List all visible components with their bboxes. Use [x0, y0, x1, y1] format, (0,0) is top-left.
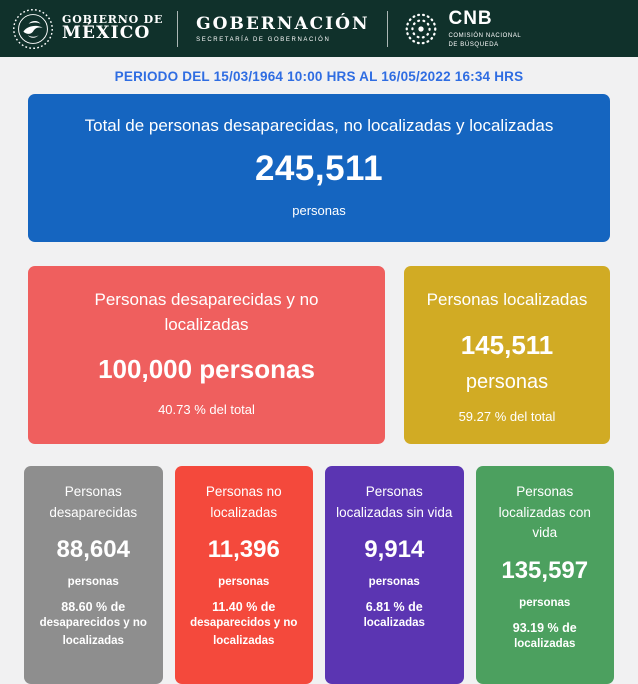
gobierno-brand-text: GOBIERNO DE MÉXICO: [62, 14, 163, 43]
disappeared-card-unit: personas: [67, 576, 119, 589]
located-dead-card: Personas localizadas sin vida 9,914 pers…: [325, 465, 464, 684]
located-card-unit: personas: [465, 370, 549, 393]
missing-card-value: 100,000 personas: [98, 354, 315, 385]
cnb-sublabel: COMISIÓN NACIONAL DE BÚSQUEDA: [448, 32, 521, 49]
not-located-card-value: 11,396: [207, 536, 280, 564]
not-located-card-title: Personas no localizadas: [205, 483, 282, 520]
disappeared-card-percent-of: desaparecidos y no localizadas: [39, 617, 147, 647]
missing-card-percent: 40.73 % del total: [158, 402, 255, 418]
located-alive-card-unit: personas: [519, 597, 571, 610]
total-card: Total de personas desaparecidas, no loca…: [28, 94, 610, 242]
total-card-title: Total de personas desaparecidas, no loca…: [84, 116, 554, 135]
cnb-text: CNB COMISIÓN NACIONAL DE BÚSQUEDA: [448, 8, 521, 49]
located-card: Personas localizadas 145,511 personas 59…: [404, 266, 610, 444]
located-dead-card-percent: 6.81 % de: [365, 600, 423, 615]
gobernacion-link[interactable]: GOBERNACIÓN SECRETARÍA DE GOBERNACIÓN: [192, 14, 373, 43]
mid-cards-row: Personas desaparecidas y no localizadas …: [28, 266, 610, 444]
dashboard-content: Total de personas desaparecidas, no loca…: [0, 94, 638, 684]
located-dead-card-percent-of: localizadas: [363, 617, 425, 630]
brand-line2: MÉXICO: [62, 23, 151, 44]
total-card-value: 245,511: [254, 149, 384, 188]
total-card-unit: personas: [292, 203, 346, 218]
located-card-percent: 59.27 % del total: [458, 408, 556, 424]
located-dead-card-unit: personas: [368, 576, 420, 589]
gobierno-de-mexico-logo[interactable]: GOBIERNO DE MÉXICO: [12, 8, 163, 50]
located-alive-card-percent-of: localizadas: [514, 638, 576, 651]
period-label: PERIODO DEL 15/03/1964 10:00 HRS AL 16/0…: [114, 69, 524, 84]
disappeared-card-value: 88,604: [56, 536, 130, 564]
gobmx-header: GOBIERNO DE MÉXICO GOBERNACIÓN SECRETARÍ…: [0, 0, 638, 57]
bottom-cards-row: Personas desaparecidas 88,604 personas 8…: [24, 465, 614, 684]
header-divider: [177, 10, 179, 47]
located-dead-card-title: Personas localizadas sin vida: [336, 483, 453, 520]
disappeared-card: Personas desaparecidas 88,604 personas 8…: [24, 465, 163, 684]
cnb-sublabel-line2: DE BÚSQUEDA: [448, 41, 499, 48]
missing-notlocated-card: Personas desaparecidas y no localizadas …: [28, 266, 385, 444]
located-alive-card-title: Personas localizadas con vida: [498, 483, 591, 541]
gobernacion-sublabel: SECRETARÍA DE GOBERNACIÓN: [196, 37, 331, 43]
disappeared-card-title: Personas desaparecidas: [49, 483, 138, 520]
not-located-card: Personas no localizadas 11,396 personas …: [174, 465, 313, 684]
located-card-value: 145,511: [460, 329, 554, 360]
located-dead-card-value: 9,914: [364, 536, 425, 564]
located-card-title: Personas localizadas: [426, 290, 588, 309]
located-alive-card-percent: 93.19 % de: [512, 621, 577, 636]
cnb-link[interactable]: CNB COMISIÓN NACIONAL DE BÚSQUEDA: [402, 8, 521, 49]
missing-card-title: Personas desaparecidas y no localizadas: [94, 290, 319, 334]
not-located-card-percent: 11.40 % de: [212, 600, 276, 615]
header-divider: [387, 10, 389, 47]
mexico-seal-icon: [12, 8, 54, 50]
not-located-card-percent-of: desaparecidos y no localizadas: [190, 617, 298, 647]
cnb-label: CNB: [448, 7, 493, 29]
disappeared-card-percent: 88.60 % de: [61, 600, 126, 615]
brand-line1: GOBIERNO DE: [62, 12, 164, 26]
cnb-logo-icon: [402, 10, 440, 48]
gobernacion-label: GOBERNACIÓN: [196, 14, 370, 34]
located-alive-card-value: 135,597: [501, 557, 589, 585]
not-located-card-unit: personas: [218, 576, 270, 589]
cnb-sublabel-line1: COMISIÓN NACIONAL: [448, 32, 522, 39]
located-alive-card: Personas localizadas con vida 135,597 pe…: [475, 465, 614, 684]
